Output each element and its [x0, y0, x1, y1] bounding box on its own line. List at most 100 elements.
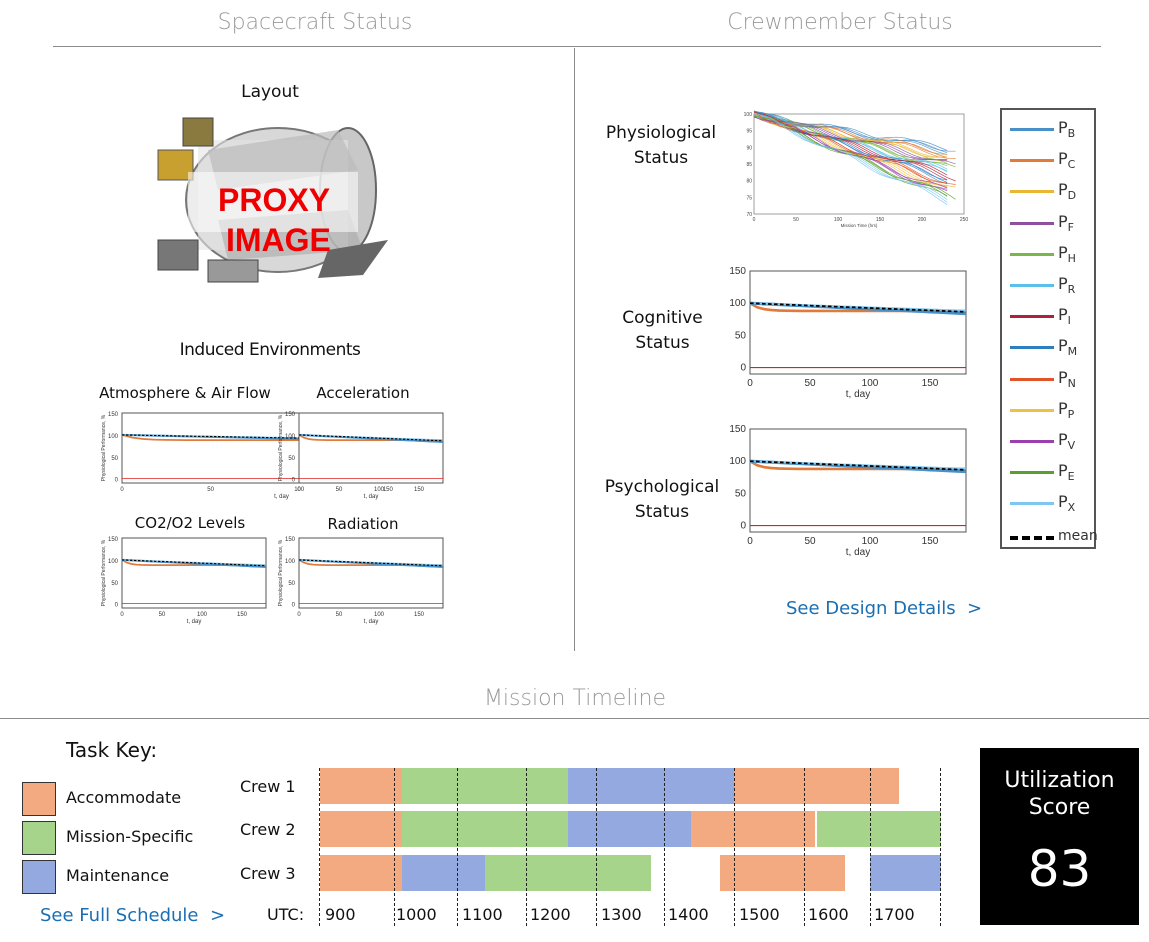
x-tick-label: 100 [374, 612, 385, 618]
x-tick-label: 100 [862, 536, 879, 547]
y-tick-label: 100 [108, 434, 119, 440]
x-tick-label: 150 [383, 487, 394, 493]
crew-3-label: Crew 3 [240, 864, 296, 883]
utilization-label-line1: Utilization [1004, 768, 1115, 793]
legend-label: PN [1058, 367, 1076, 390]
crew-3-task[interactable] [485, 855, 651, 891]
spacecraft-proxy-image: PROXY IMAGE [148, 110, 398, 290]
time-gridline [870, 768, 871, 926]
legend-swatch [1010, 159, 1054, 163]
series-line [753, 114, 948, 173]
y-tick-label: 150 [285, 537, 296, 543]
utc-tick: 1300 [601, 905, 642, 924]
physiological-plot: 100 95 90 85 80 75 700 50 100 150 200 250 Mission Ti… [744, 110, 968, 228]
psychological-line2: Status [634, 502, 690, 522]
legend-subscript: X [1067, 501, 1076, 515]
legend-swatch [1010, 284, 1054, 287]
crew-1-task[interactable] [734, 768, 899, 804]
x-tick-label: 50 [336, 612, 343, 618]
crew-2-task[interactable] [691, 811, 815, 847]
series-line [753, 112, 948, 158]
series-line [753, 116, 948, 189]
x-tick-label: 50 [159, 612, 166, 618]
crew-3-task[interactable] [720, 855, 845, 891]
legend-swatch [1010, 377, 1054, 381]
x-tick-label: 0 [753, 217, 756, 223]
y-tick-label: 150 [729, 424, 746, 435]
legend-subscript: E [1067, 470, 1075, 484]
crew-2-task[interactable] [817, 811, 941, 847]
crew-2-task[interactable] [402, 811, 568, 847]
y-tick-label: 150 [108, 412, 119, 418]
x-tick-label: 150 [414, 612, 425, 618]
legend-label: PC [1058, 149, 1076, 172]
key-label-mission-specific: Mission-Specific [66, 827, 194, 846]
series-line [753, 115, 948, 197]
x-tick-label: 150 [414, 487, 425, 493]
legend-label: PB [1058, 118, 1076, 141]
series-line [753, 110, 956, 152]
legend-entry: PX [1008, 490, 1094, 520]
legend-swatch [1010, 408, 1054, 412]
legend-subscript: N [1067, 376, 1076, 390]
x-tick-label: 0 [747, 378, 753, 389]
crew-2-task[interactable] [320, 811, 402, 847]
series-line [753, 112, 948, 205]
legend-subscript: F [1067, 220, 1074, 234]
time-gridline [804, 768, 805, 926]
see-design-details-link[interactable]: See Design Details > [786, 598, 983, 619]
x-tick-label: 50 [336, 487, 343, 493]
x-tick-label: 100 [862, 378, 879, 389]
y-tick-label: 0 [292, 478, 296, 484]
layout-label: Layout [241, 82, 299, 102]
legend-swatch [1010, 346, 1054, 350]
x-tick-label: 100 [834, 217, 843, 223]
key-label-accommodate: Accommodate [66, 788, 182, 807]
legend-swatch [1010, 535, 1054, 540]
x-axis-label: Mission Time (hrs) [841, 223, 878, 228]
y-tick-label: 100 [285, 559, 296, 565]
psychological-plot: 150 100 50 00 50 100 150 t, day [729, 424, 967, 558]
crew-3-task[interactable] [870, 855, 941, 891]
x-tick-label: 100 [197, 612, 208, 618]
crew-1-task[interactable] [568, 768, 734, 804]
crew-1-task[interactable] [320, 768, 402, 804]
y-axis-label: Physiological Performance, % [101, 539, 107, 606]
y-tick-label: 100 [729, 298, 746, 309]
series-line [753, 112, 956, 185]
series-line [753, 110, 948, 181]
key-swatch-maintenance [22, 860, 56, 894]
legend-entry: PH [1008, 241, 1094, 271]
legend-swatch [1010, 471, 1054, 475]
time-gridline [596, 768, 597, 926]
y-tick-label: 50 [111, 456, 118, 462]
proxy-text-line2: IMAGE [226, 222, 331, 258]
y-tick-label: 50 [735, 330, 747, 341]
crew-2-task[interactable] [568, 811, 691, 847]
see-full-schedule-link[interactable]: See Full Schedule > [40, 905, 226, 926]
plot-frame [749, 428, 967, 533]
timeline-divider [0, 718, 1149, 719]
x-tick-label: 0 [297, 487, 301, 493]
x-axis-label: t, day [846, 389, 870, 400]
y-tick-label: 75 [746, 195, 752, 201]
legend-entry: PD [1008, 178, 1094, 208]
crew-1-task[interactable] [402, 768, 568, 804]
time-gridline [394, 768, 395, 926]
y-tick-label: 0 [740, 363, 746, 374]
legend-label: PV [1058, 430, 1076, 453]
x-tick-label: 100 [294, 487, 305, 493]
env-plot-co2o2: 150 100 50 00 50 100 150 t, day Physiological Pe… [101, 537, 267, 625]
legend-entry: PI [1008, 303, 1094, 333]
y-tick-label: 50 [288, 456, 295, 462]
x-tick-label: 50 [804, 378, 816, 389]
plot-frame [749, 270, 967, 375]
legend-entry: PN [1008, 366, 1094, 396]
y-tick-label: 95 [746, 129, 752, 135]
crew-3-task[interactable] [402, 855, 485, 891]
crew-3-task[interactable] [320, 855, 402, 891]
key-swatch-mission-specific [22, 821, 56, 855]
x-tick-label: 0 [747, 536, 753, 547]
proxy-text-line1: PROXY [218, 182, 331, 218]
mission-timeline-title: Mission Timeline [483, 686, 667, 711]
